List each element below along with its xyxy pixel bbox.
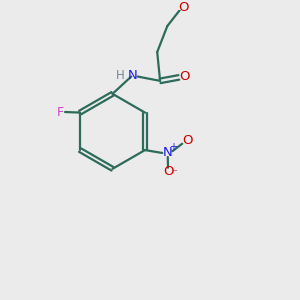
Text: +: + — [169, 142, 178, 152]
Text: H: H — [116, 69, 125, 82]
Text: F: F — [56, 106, 63, 118]
Text: O: O — [183, 134, 193, 147]
Text: O: O — [163, 165, 173, 178]
Text: O: O — [178, 1, 188, 14]
Text: ⁻: ⁻ — [171, 168, 177, 178]
Text: N: N — [128, 69, 138, 82]
Text: O: O — [179, 70, 189, 83]
Text: N: N — [163, 146, 172, 160]
